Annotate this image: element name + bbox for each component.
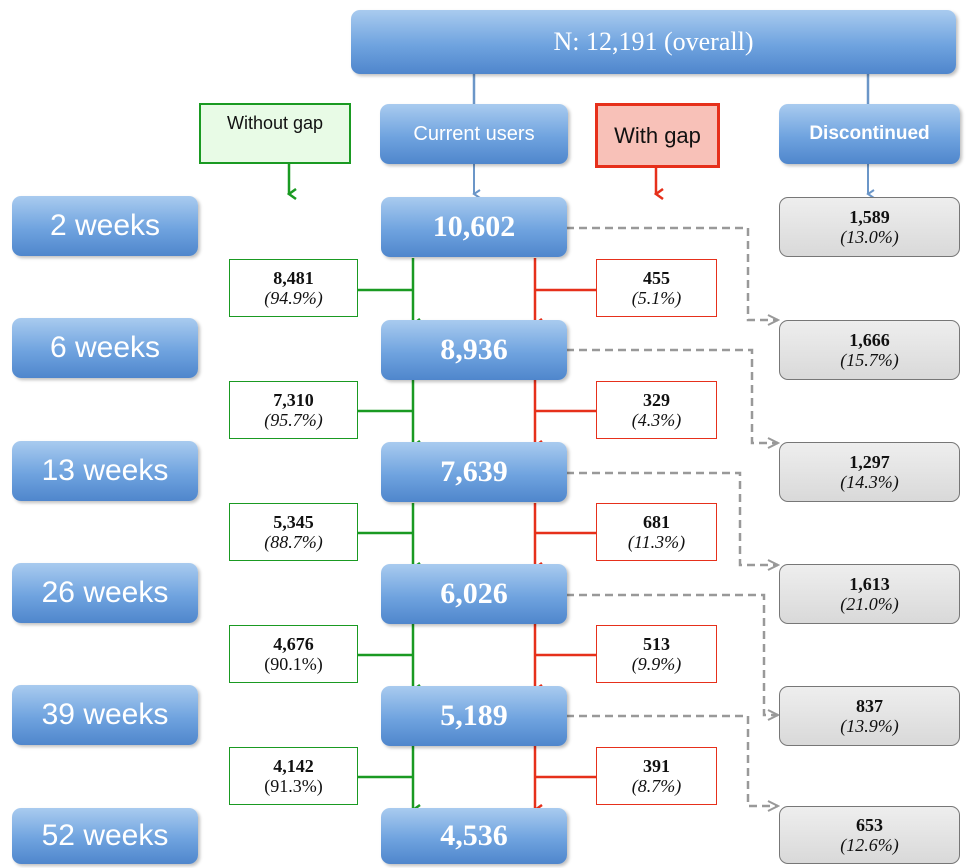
discontinued-box: 1,297 (14.3%) bbox=[779, 442, 960, 502]
discontinued-count: 837 bbox=[856, 696, 883, 716]
discontinued-count: 1,589 bbox=[849, 207, 890, 227]
timepoint-label: 52 weeks bbox=[41, 819, 169, 852]
overall-box: N: 12,191 (overall) bbox=[351, 10, 956, 74]
current-users-header-label: Current users bbox=[413, 122, 535, 145]
with-gap-box: 513 (9.9%) bbox=[596, 625, 717, 683]
discontinued-box: 1,666 (15.7%) bbox=[779, 320, 960, 380]
without-gap-header-label: Without gap bbox=[226, 113, 324, 133]
with-gap-count: 513 bbox=[643, 634, 670, 654]
with-gap-box: 329 (4.3%) bbox=[596, 381, 717, 439]
discontinued-count: 1,613 bbox=[849, 574, 890, 594]
with-gap-header: With gap bbox=[595, 103, 720, 168]
discontinued-pct: (13.0%) bbox=[840, 227, 899, 247]
with-gap-header-label: With gap bbox=[614, 122, 701, 148]
with-gap-box: 681 (11.3%) bbox=[596, 503, 717, 561]
grey-dash-5 bbox=[566, 714, 778, 806]
current-users-box: 5,189 bbox=[381, 686, 567, 746]
timepoint-label: 39 weeks bbox=[41, 698, 169, 731]
current-users-value: 10,602 bbox=[432, 210, 516, 243]
discontinued-box: 1,613 (21.0%) bbox=[779, 564, 960, 624]
discontinued-count: 1,666 bbox=[849, 330, 890, 350]
discontinued-box: 653 (12.6%) bbox=[779, 806, 960, 864]
timepoint-box: 52 weeks bbox=[12, 808, 198, 864]
with-gap-count: 681 bbox=[643, 512, 670, 532]
with-gap-box: 455 (5.1%) bbox=[596, 259, 717, 317]
current-users-value: 6,026 bbox=[440, 577, 508, 610]
with-gap-pct: (11.3%) bbox=[627, 532, 686, 552]
timepoint-label: 26 weeks bbox=[41, 576, 169, 609]
with-gap-count: 329 bbox=[643, 390, 670, 410]
discontinued-pct: (14.3%) bbox=[840, 472, 899, 492]
grey-dash-4 bbox=[566, 593, 778, 715]
discontinued-count: 1,297 bbox=[849, 452, 890, 472]
timepoint-box: 2 weeks bbox=[12, 196, 198, 256]
without-gap-pct: (95.7%) bbox=[264, 410, 323, 430]
without-gap-box: 4,142 (91.3%) bbox=[229, 747, 358, 805]
discontinued-count: 653 bbox=[856, 815, 883, 835]
current-users-box: 6,026 bbox=[381, 564, 567, 624]
timepoint-label: 2 weeks bbox=[49, 209, 161, 242]
current-users-value: 5,189 bbox=[440, 699, 508, 732]
current-users-box: 4,536 bbox=[381, 808, 567, 864]
timepoint-box: 6 weeks bbox=[12, 318, 198, 378]
without-gap-count: 4,676 bbox=[273, 634, 314, 654]
without-gap-pct: (91.3%) bbox=[264, 776, 323, 796]
without-gap-pct: (94.9%) bbox=[264, 288, 323, 308]
discontinued-box: 837 (13.9%) bbox=[779, 686, 960, 746]
timepoint-box: 13 weeks bbox=[12, 441, 198, 501]
discontinued-header-label: Discontinued bbox=[809, 123, 930, 144]
current-users-value: 8,936 bbox=[440, 333, 508, 366]
discontinued-pct: (12.6%) bbox=[840, 835, 899, 855]
with-gap-count: 455 bbox=[643, 268, 670, 288]
without-gap-box: 5,345 (88.7%) bbox=[229, 503, 358, 561]
timepoint-label: 6 weeks bbox=[49, 331, 161, 364]
discontinued-pct: (13.9%) bbox=[840, 716, 899, 736]
without-gap-pct: (90.1%) bbox=[264, 654, 323, 674]
current-users-value: 7,639 bbox=[440, 455, 508, 488]
timepoint-label: 13 weeks bbox=[41, 454, 169, 487]
current-users-box: 8,936 bbox=[381, 320, 567, 380]
with-gap-box: 391 (8.7%) bbox=[596, 747, 717, 805]
without-gap-count: 5,345 bbox=[273, 512, 314, 532]
timepoint-box: 39 weeks bbox=[12, 685, 198, 745]
current-users-box: 7,639 bbox=[381, 442, 567, 502]
current-users-header: Current users bbox=[380, 104, 568, 164]
with-gap-pct: (9.9%) bbox=[631, 654, 682, 674]
discontinued-pct: (15.7%) bbox=[840, 350, 899, 370]
discontinued-box: 1,589 (13.0%) bbox=[779, 197, 960, 257]
with-gap-count: 391 bbox=[643, 756, 670, 776]
without-gap-box: 4,676 (90.1%) bbox=[229, 625, 358, 683]
discontinued-header: Discontinued bbox=[779, 104, 960, 164]
current-users-box: 10,602 bbox=[381, 197, 567, 257]
current-users-value: 4,536 bbox=[440, 819, 508, 852]
without-gap-count: 8,481 bbox=[273, 268, 314, 288]
with-gap-pct: (5.1%) bbox=[631, 288, 682, 308]
timepoint-box: 26 weeks bbox=[12, 563, 198, 623]
without-gap-box: 8,481 (94.9%) bbox=[229, 259, 358, 317]
without-gap-count: 7,310 bbox=[273, 390, 314, 410]
grey-dash-1 bbox=[566, 226, 778, 320]
without-gap-box: 7,310 (95.7%) bbox=[229, 381, 358, 439]
with-gap-pct: (8.7%) bbox=[631, 776, 682, 796]
without-gap-count: 4,142 bbox=[273, 756, 314, 776]
with-gap-pct: (4.3%) bbox=[631, 410, 682, 430]
discontinued-pct: (21.0%) bbox=[840, 594, 899, 614]
overall-label: N: 12,191 (overall) bbox=[553, 27, 754, 56]
without-gap-pct: (88.7%) bbox=[264, 532, 323, 552]
grey-dash-2 bbox=[566, 348, 778, 443]
without-gap-header: Without gap bbox=[199, 103, 351, 164]
